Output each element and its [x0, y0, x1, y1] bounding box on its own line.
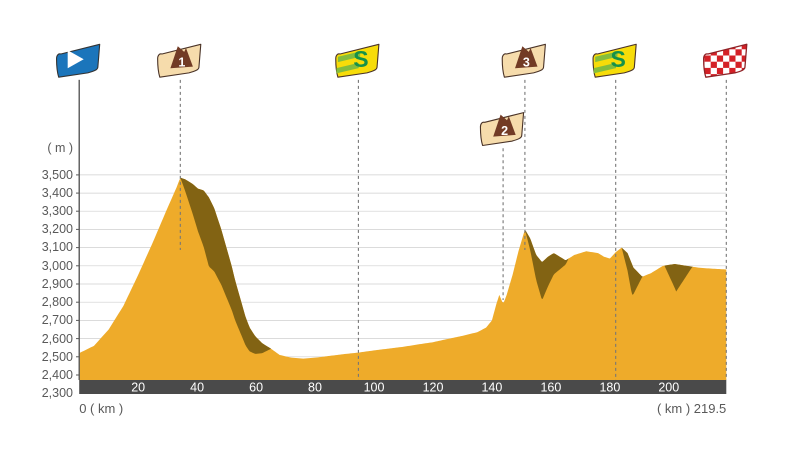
svg-text:2: 2 [501, 124, 508, 138]
svg-text:2,300: 2,300 [42, 386, 73, 400]
svg-text:160: 160 [540, 381, 561, 395]
svg-text:S: S [353, 46, 368, 72]
svg-text:( km ) 219.5: ( km ) 219.5 [657, 401, 726, 416]
svg-text:140: 140 [481, 381, 502, 395]
svg-text:2,400: 2,400 [42, 368, 73, 382]
svg-text:3,300: 3,300 [42, 204, 73, 218]
svg-text:180: 180 [599, 381, 620, 395]
svg-text:200: 200 [658, 381, 679, 395]
svg-text:3,200: 3,200 [42, 222, 73, 236]
svg-text:2,600: 2,600 [42, 332, 73, 346]
svg-text:3: 3 [523, 56, 530, 70]
svg-text:80: 80 [308, 381, 322, 395]
svg-text:60: 60 [249, 381, 263, 395]
svg-text:3,100: 3,100 [42, 240, 73, 254]
svg-text:S: S [611, 46, 626, 72]
svg-text:2,900: 2,900 [42, 277, 73, 291]
svg-text:2,800: 2,800 [42, 295, 73, 309]
svg-text:0 ( km ): 0 ( km ) [79, 401, 123, 416]
svg-text:1: 1 [178, 56, 185, 70]
svg-text:20: 20 [131, 381, 145, 395]
svg-text:2,700: 2,700 [42, 313, 73, 327]
svg-text:( m ): ( m ) [47, 141, 73, 155]
svg-text:40: 40 [190, 381, 204, 395]
svg-text:3,400: 3,400 [42, 186, 73, 200]
svg-text:120: 120 [423, 381, 444, 395]
svg-text:2,500: 2,500 [42, 350, 73, 364]
svg-text:3,000: 3,000 [42, 259, 73, 273]
svg-text:100: 100 [364, 381, 385, 395]
svg-text:3,500: 3,500 [42, 168, 73, 182]
